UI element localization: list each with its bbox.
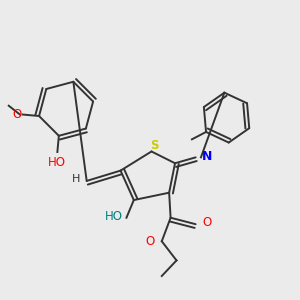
Text: HO: HO — [48, 156, 66, 169]
Text: HO: HO — [105, 210, 123, 223]
Text: H: H — [72, 174, 81, 184]
Text: O: O — [12, 108, 21, 121]
Text: S: S — [150, 139, 159, 152]
Text: N: N — [202, 150, 212, 163]
Text: O: O — [202, 216, 212, 229]
Text: O: O — [145, 235, 154, 248]
